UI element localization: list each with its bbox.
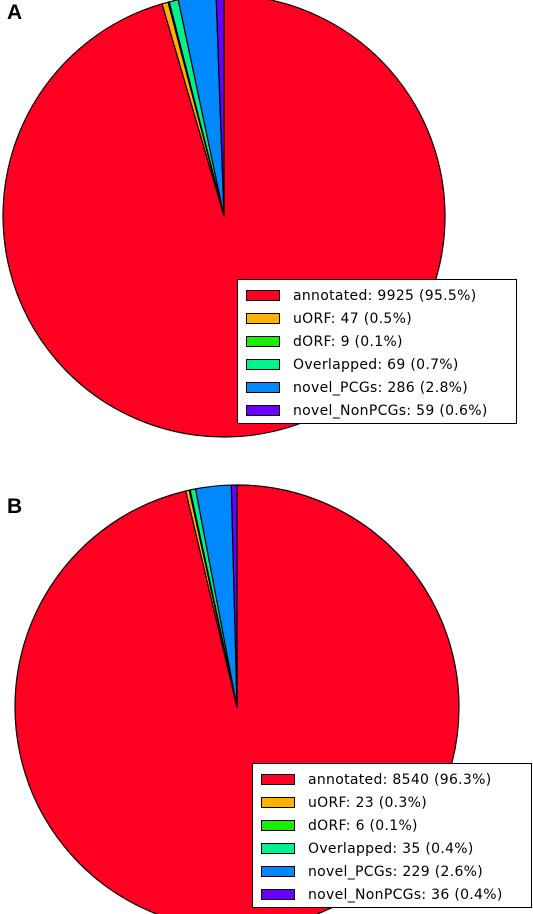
legend-swatch [261, 866, 295, 877]
legend-swatch [246, 313, 280, 324]
legend-swatch [246, 405, 280, 416]
legend-swatch [246, 359, 280, 370]
legend-swatch [261, 843, 295, 854]
panel-label-b: B [7, 495, 23, 518]
pie-slice-novel-pcgs [177, 0, 225, 217]
legend-label: annotated: 9925 (95.5%) [293, 287, 477, 304]
legend-item: dORF: 9 (0.1%) [246, 330, 510, 353]
chart-panel-a: A annotated: 9925 (95.5%) uORF: 47 (0.5%… [2, 0, 517, 438]
legend-swatch [261, 889, 295, 900]
legend-swatch [261, 797, 295, 808]
legend-label: uORF: 23 (0.3%) [308, 794, 428, 811]
legend-label: uORF: 47 (0.5%) [293, 310, 413, 327]
legend-item: novel_PCGs: 286 (2.8%) [246, 376, 510, 399]
legend-label: novel_PCGs: 229 (2.6%) [308, 863, 484, 880]
legend-label: novel_NonPCGs: 36 (0.4%) [308, 886, 503, 903]
legend-label: Overlapped: 69 (0.7%) [293, 356, 459, 373]
legend-item: novel_NonPCGs: 36 (0.4%) [261, 883, 525, 906]
legend-item: novel_NonPCGs: 59 (0.6%) [246, 399, 510, 422]
pie-slice-overlapped [168, 0, 225, 217]
legend-item: annotated: 9925 (95.5%) [246, 284, 510, 307]
legend-label: annotated: 8540 (96.3%) [308, 771, 492, 788]
legend-item: Overlapped: 69 (0.7%) [246, 353, 510, 376]
legend-item: uORF: 47 (0.5%) [246, 307, 510, 330]
pie-slice-novel-nonpcgs [215, 0, 225, 217]
legend-swatch [261, 774, 295, 785]
legend-item: dORF: 6 (0.1%) [261, 814, 525, 837]
panel-label-a: A [7, 1, 23, 24]
legend-swatch [261, 820, 295, 831]
legend-swatch [246, 336, 280, 347]
legend-label: dORF: 9 (0.1%) [293, 333, 403, 350]
legend-label: dORF: 6 (0.1%) [308, 817, 418, 834]
legend-label: novel_PCGs: 286 (2.8%) [293, 379, 469, 396]
pie-slice-novel-nonpcgs [230, 484, 238, 708]
legend-item: uORF: 23 (0.3%) [261, 791, 525, 814]
chart-panel-b: B annotated: 8540 (96.3%) uORF: 23 (0.3%… [0, 457, 533, 914]
legend-swatch [246, 382, 280, 393]
legend-label: novel_NonPCGs: 59 (0.6%) [293, 402, 488, 419]
legend-swatch [246, 290, 280, 301]
legend-a: annotated: 9925 (95.5%) uORF: 47 (0.5%) … [237, 279, 517, 424]
legend-b: annotated: 8540 (96.3%) uORF: 23 (0.3%) … [252, 763, 532, 908]
legend-item: Overlapped: 35 (0.4%) [261, 837, 525, 860]
legend-item: novel_PCGs: 229 (2.6%) [261, 860, 525, 883]
legend-label: Overlapped: 35 (0.4%) [308, 840, 474, 857]
legend-item: annotated: 8540 (96.3%) [261, 768, 525, 791]
